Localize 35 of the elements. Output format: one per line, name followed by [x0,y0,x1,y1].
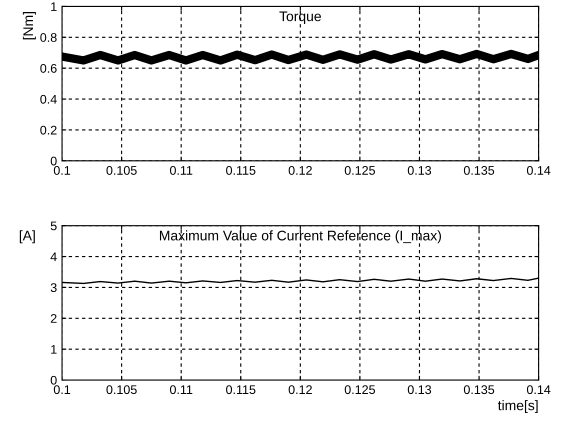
x-tick-label: 0.11 [170,385,192,394]
x-tick-label: 0.135 [464,166,494,175]
y-tick-label: 1 [51,2,57,11]
y-tick-label: 0.4 [40,94,57,104]
x-tick-label: 0.125 [344,166,376,175]
x-tick-label: 0.11 [170,166,192,175]
x-tick-label: 0.12 [288,166,312,175]
x-tick-label: 0.115 [226,385,256,394]
y-tick-label: 0.6 [40,64,57,73]
x-tick-label: 0.105 [106,166,137,175]
y-axis-title: [A] [20,230,35,244]
x-tick-label: 0.1 [54,166,70,175]
y-tick-label: 3 [50,283,57,292]
x-tick-label: 0.14 [526,166,550,175]
y-tick-label: 0.2 [40,126,57,135]
x-tick-label: 0.13 [408,166,432,175]
y-tick-label: 2 [50,314,57,323]
x-tick-label: 0.1 [54,385,70,394]
y-tick-label: 0 [50,156,57,166]
x-tick-label: 0.12 [288,385,312,394]
y-tick-label: 0 [50,376,57,385]
x-tick-label: 0.115 [226,166,256,175]
x-tick-label: 0.105 [106,385,137,394]
y-tick-label: 1 [51,345,57,354]
x-tick-label: 0.135 [464,385,494,394]
y-axis-title: [Nm] [22,12,36,40]
x-tick-label: 0.13 [408,385,432,394]
y-tick-label: 5 [50,222,57,230]
chart-title: Maximum Value of Current Reference (I_max) [160,230,441,244]
x-tick-label: 0.125 [344,385,376,394]
x-tick-label: 0.14 [526,385,550,394]
y-tick-label: 4 [50,252,57,262]
chart-title: Torque [279,12,321,24]
x-axis-title: time[s] [498,400,538,414]
y-tick-label: 0.8 [40,33,57,42]
